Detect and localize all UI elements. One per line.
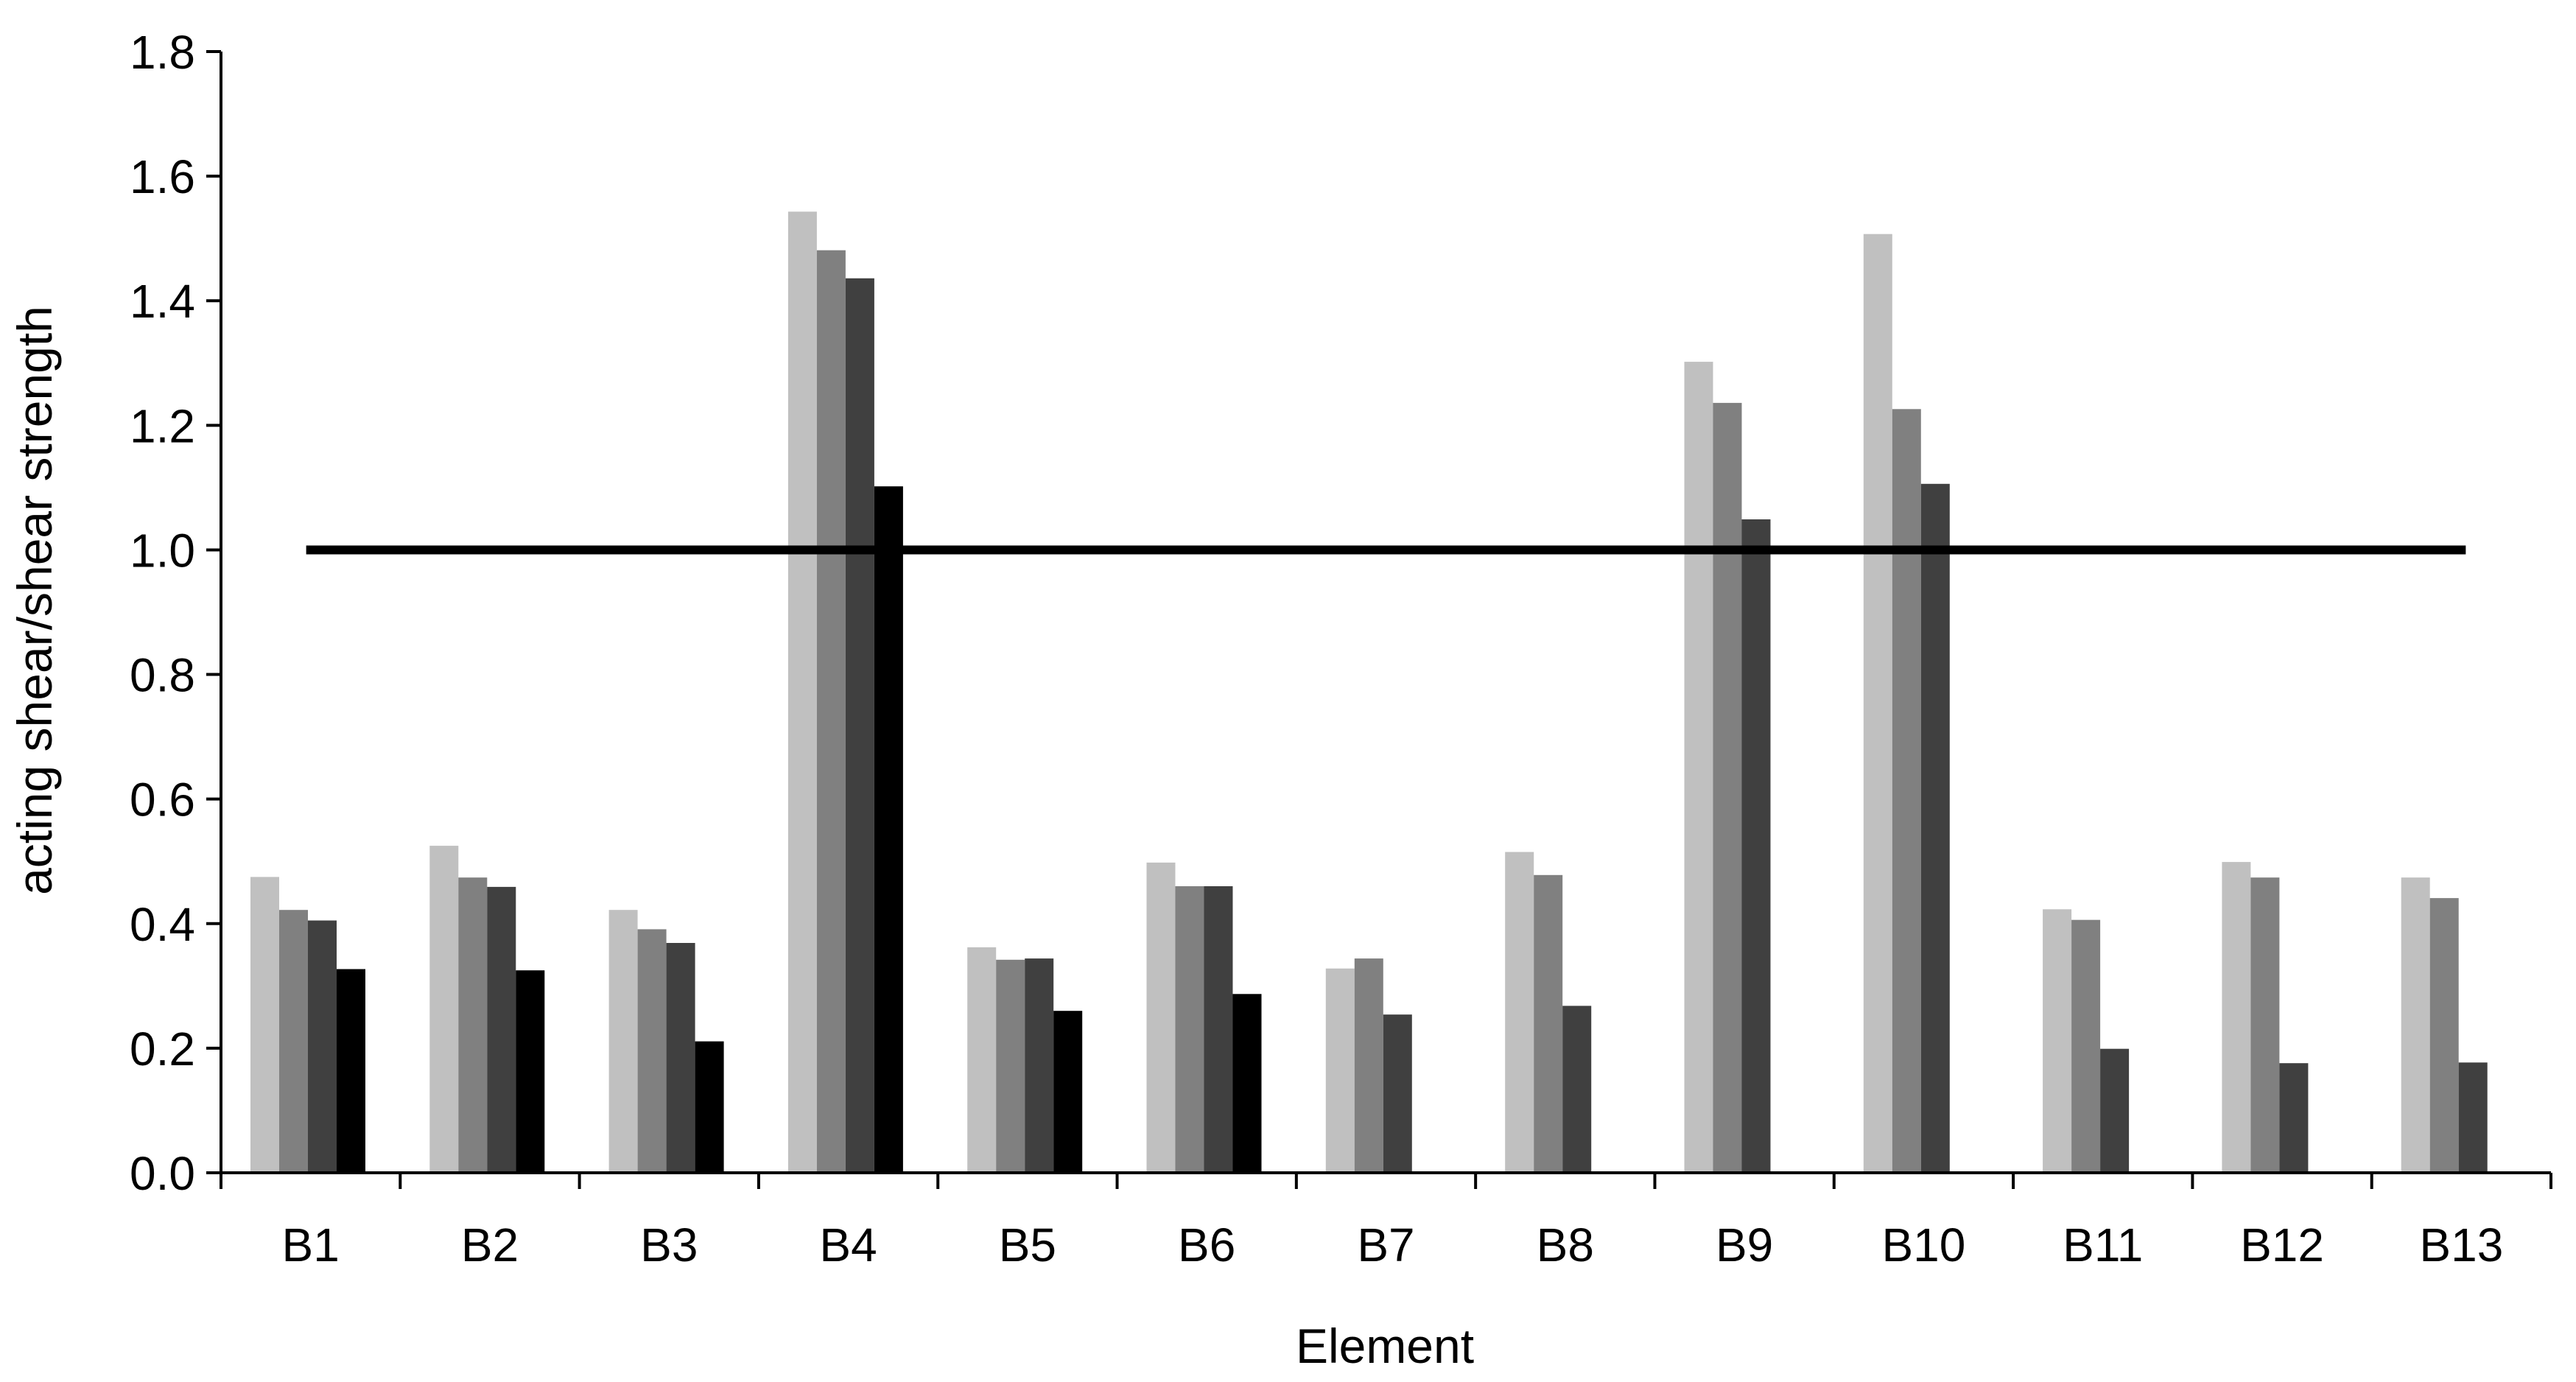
axes-layer: 0.0 0.2 0.4 0.6 0.8 1.0 1.2 1.4 1.6 1.8 B1 B2 B3 B4 B5… <box>130 26 2552 1271</box>
bar-b1-series-3 <box>308 920 337 1173</box>
y-axis-title: acting shear/shear strength <box>7 306 62 895</box>
bar-b6-series-2 <box>1175 886 1204 1173</box>
bar-b4-series-3 <box>845 278 874 1173</box>
bar-b5-series-3 <box>1025 958 1054 1173</box>
y-tick-label: 0.2 <box>130 1023 195 1076</box>
bar-b6-series-3 <box>1204 886 1233 1173</box>
bar-b11-series-2 <box>2071 919 2101 1173</box>
y-tick-label: 1.6 <box>130 150 195 203</box>
x-tick-label: B9 <box>1716 1218 1773 1271</box>
bar-b4-series-1 <box>787 211 817 1173</box>
bar-b7-series-3 <box>1383 1014 1412 1173</box>
x-tick-label: B12 <box>2240 1218 2324 1271</box>
x-tick-label: B5 <box>999 1218 1056 1271</box>
bar-b9-series-2 <box>1713 402 1742 1173</box>
y-tick-label: 0.4 <box>130 898 195 951</box>
bar-b12-series-3 <box>2279 1063 2309 1173</box>
x-tick-label: B13 <box>2419 1218 2503 1271</box>
bar-b2-series-1 <box>429 846 459 1173</box>
x-tick-label: B1 <box>282 1218 340 1271</box>
y-tick-label: 1.0 <box>130 524 195 577</box>
bar-b1-series-1 <box>250 877 279 1173</box>
x-tick-label: B11 <box>2063 1218 2143 1271</box>
bar-b11-series-1 <box>2043 909 2072 1173</box>
bar-b6-series-4 <box>1232 994 1262 1173</box>
bar-b13-series-2 <box>2429 898 2459 1173</box>
bars-layer <box>250 211 2488 1174</box>
bar-b10-series-1 <box>1863 234 1892 1174</box>
bar-b3-series-3 <box>666 943 695 1173</box>
labels-layer: Element acting shear/shear strength <box>7 306 1474 1373</box>
y-tick-label: 0.0 <box>130 1147 195 1200</box>
bar-b11-series-3 <box>2100 1048 2130 1173</box>
bar-b7-series-2 <box>1354 958 1383 1173</box>
bar-b3-series-1 <box>608 910 638 1173</box>
bar-b2-series-2 <box>458 877 488 1173</box>
bar-b3-series-4 <box>695 1041 724 1173</box>
bar-b13-series-3 <box>2458 1062 2488 1173</box>
bar-b8-series-1 <box>1505 852 1534 1173</box>
bar-b2-series-4 <box>516 970 545 1173</box>
bar-b6-series-1 <box>1146 862 1176 1173</box>
y-tick-label: 0.6 <box>130 774 195 827</box>
bar-b2-series-3 <box>487 886 516 1173</box>
y-tick-label: 0.8 <box>130 649 195 702</box>
bar-b8-series-2 <box>1534 874 1563 1173</box>
bar-b10-series-3 <box>1920 483 1950 1173</box>
bar-b9-series-1 <box>1684 362 1713 1174</box>
x-axis-title: Element <box>1296 1319 1474 1373</box>
bar-b4-series-4 <box>874 486 903 1173</box>
bar-b12-series-2 <box>2250 877 2280 1173</box>
x-tick-label: B6 <box>1178 1218 1235 1271</box>
bar-b12-series-1 <box>2222 862 2251 1173</box>
bar-b4-series-2 <box>816 250 846 1174</box>
bar-b3-series-2 <box>637 929 667 1173</box>
y-tick-label: 1.2 <box>130 399 195 452</box>
x-tick-label: B2 <box>461 1218 519 1271</box>
x-tick-label: B10 <box>1881 1218 1965 1271</box>
x-tick-label: B4 <box>819 1218 877 1271</box>
bar-b13-series-1 <box>2401 877 2430 1173</box>
bar-b5-series-1 <box>967 947 997 1173</box>
bar-b5-series-4 <box>1053 1011 1083 1173</box>
bar-b9-series-3 <box>1741 519 1771 1173</box>
bar-b7-series-1 <box>1325 968 1355 1173</box>
bar-b5-series-2 <box>996 959 1025 1173</box>
bar-b1-series-2 <box>279 910 308 1173</box>
x-tick-label: B7 <box>1357 1218 1414 1271</box>
x-tick-label: B3 <box>640 1218 698 1271</box>
x-tick-label: B8 <box>1537 1218 1594 1271</box>
y-tick-label: 1.4 <box>130 275 195 328</box>
bar-b8-series-3 <box>1562 1006 1592 1173</box>
y-tick-label: 1.8 <box>130 26 195 79</box>
bar-b10-series-2 <box>1892 409 1921 1173</box>
bar-b1-series-4 <box>337 969 365 1173</box>
